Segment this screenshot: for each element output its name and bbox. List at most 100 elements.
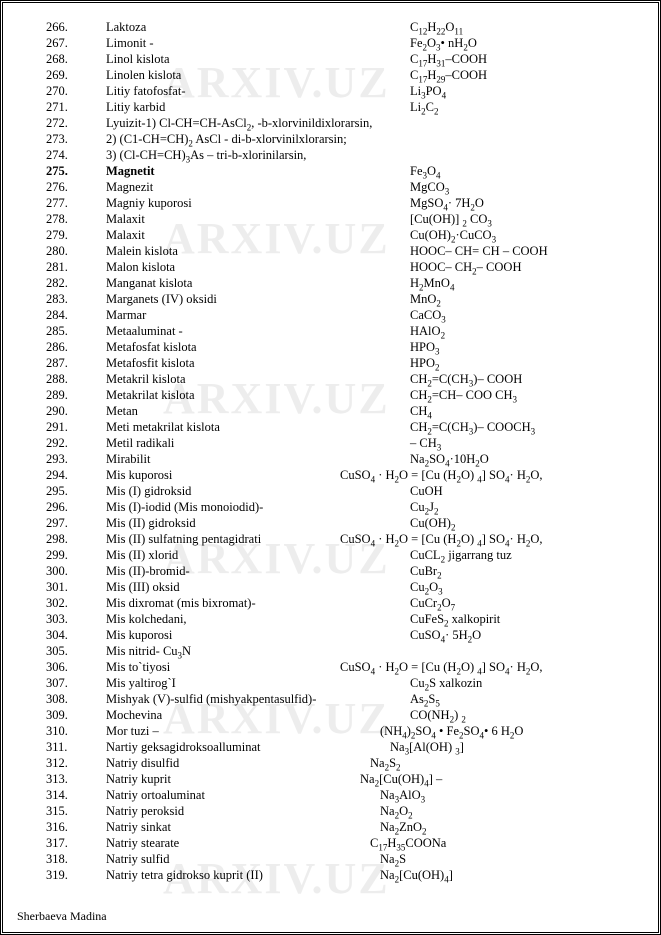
item-formula: Na2[Cu(OH)4] [380,867,640,883]
list-item: 295.Mis (I) gidroksid CuOH [21,483,640,499]
item-name: Natriy sulfid [86,851,410,867]
item-number: 313. [21,771,86,787]
list-item: 280.Malein kislotaHOOC– CH= CH – COOH [21,243,640,259]
item-formula: CH2=CH– COO CH3 [410,387,640,403]
item-number: 275. [21,163,86,179]
list-item: 301.Mis (III) oksid Cu2O3 [21,579,640,595]
item-number: 307. [21,675,86,691]
list-content: 266.LaktozaC12H22O11267.Limonit -Fe2O3• … [21,19,640,883]
item-formula [410,147,640,163]
item-name: Natriy peroksid [86,803,410,819]
list-item: 315.Natriy peroksid Na2O2 [21,803,640,819]
item-number: 316. [21,819,86,835]
item-name: Mis yaltirog`I [86,675,410,691]
item-number: 299. [21,547,86,563]
item-number: 283. [21,291,86,307]
list-item: 314.Natriy ortoaluminat Na3AlO3 [21,787,640,803]
item-formula: Fe2O3• nH2O [410,35,640,51]
item-name: Natriy sinkat [86,819,410,835]
document-page: ARXIV.UZ ARXIV.UZ ARXIV.UZ ARXIV.UZ ARXI… [0,0,661,935]
list-item: 268.Linol kislota C17H31–COOH [21,51,640,67]
item-number: 308. [21,691,86,707]
list-item: 316.Natriy sinkat Na2ZnO2 [21,819,640,835]
item-number: 310. [21,723,86,739]
item-formula: HPO2 [410,355,640,371]
list-item: 309.MochevinaCO(NH2) 2 [21,707,640,723]
item-name: Marmar [86,307,410,323]
item-number: 303. [21,611,86,627]
item-name: Mis nitrid- Cu3N [86,643,410,659]
item-formula: C17H35COONa [370,835,640,851]
item-formula: CuFeS2 xalkopirit [410,611,640,627]
list-item: 312.Natriy disulfidNa2S2 [21,755,640,771]
item-number: 309. [21,707,86,723]
list-item: 297.Mis (II) gidroksid Cu(OH)2 [21,515,640,531]
item-name: Natriy tetra gidrokso kuprit (II) [86,867,410,883]
list-item: 282.Manganat kislota H2MnO4 [21,275,640,291]
item-number: 304. [21,627,86,643]
item-formula: Cu(OH)2·CuCO3 [410,227,640,243]
item-number: 297. [21,515,86,531]
item-number: 298. [21,531,86,547]
item-formula: CH4 [410,403,640,419]
item-name: Mis (II)-bromid- [86,563,410,579]
list-item: 311.Nartiy geksagidroksoalluminat Na3[Al… [21,739,640,755]
item-name: Magniy kuporosi [86,195,410,211]
item-number: 302. [21,595,86,611]
item-number: 272. [21,115,86,131]
item-name: Metakrilat kislota [86,387,410,403]
item-formula: CuCL2 jigarrang tuz [410,547,640,563]
item-number: 279. [21,227,86,243]
item-name: Magnezit [86,179,410,195]
item-formula: CuSO4· 5H2O [410,627,640,643]
item-formula [410,115,640,131]
list-item: 313.Natriy kupritNa2[Cu(OH)4] – [21,771,640,787]
item-name: Linolen kislota [86,67,410,83]
item-number: 300. [21,563,86,579]
item-name: Mis (I) gidroksid [86,483,410,499]
item-name: Litiy karbid [86,99,410,115]
item-number: 267. [21,35,86,51]
item-number: 273. [21,131,86,147]
item-number: 285. [21,323,86,339]
item-formula [410,131,640,147]
item-formula: [Cu(OH)] 2 CO3 [410,211,640,227]
item-name: Mochevina [86,707,410,723]
item-name: Laktoza [86,19,410,35]
item-number: 319. [21,867,86,883]
item-number: 270. [21,83,86,99]
item-name: Metil radikali [86,435,410,451]
item-name: Linol kislota [86,51,410,67]
list-item: 299.Mis (II) xlorid CuCL2 jigarrang tuz [21,547,640,563]
item-number: 276. [21,179,86,195]
list-item: 270.Litiy fatofosfat- Li3PO4 [21,83,640,99]
list-item: 298.Mis (II) sulfatning pentagidratiCuSO… [21,531,640,547]
item-number: 314. [21,787,86,803]
item-number: 268. [21,51,86,67]
item-number: 305. [21,643,86,659]
item-name: Natriy disulfid [86,755,410,771]
list-item: 278.Malaxit [Cu(OH)] 2 CO3 [21,211,640,227]
footer-author: Sherbaeva Madina [17,909,107,924]
item-formula: HOOC– CH2– COOH [410,259,640,275]
item-name: Mis (I)-iodid (Mis monoiodid)- [86,499,410,515]
item-name: Nartiy geksagidroksoalluminat [86,739,410,755]
item-formula: HPO3 [410,339,640,355]
item-name: Metafosfat kislota [86,339,410,355]
list-item: 307.Mis yaltirog`I Cu2S xalkozin [21,675,640,691]
item-name: Natriy ortoaluminat [86,787,410,803]
list-item: 287.Metafosfit kislota HPO2 [21,355,640,371]
item-formula: CuSO4 · H2O = [Cu (H2O) 4] SO4· H2O, [340,467,640,483]
list-item: 284.Marmar CaCO3 [21,307,640,323]
item-formula: CuSO4 · H2O = [Cu (H2O) 4] SO4· H2O, [340,531,640,547]
item-name: Manganat kislota [86,275,410,291]
list-item: 266.LaktozaC12H22O11 [21,19,640,35]
item-name: Mis (II) gidroksid [86,515,410,531]
item-name: 3) (Cl-CH=CH)3As – tri-b-xlorinilarsin, [86,147,410,163]
list-item: 296.Mis (I)-iodid (Mis monoiodid)- Cu2J2 [21,499,640,515]
list-item: 279.Malaxit Cu(OH)2·CuCO3 [21,227,640,243]
list-item: 304.Mis kuporosi CuSO4· 5H2O [21,627,640,643]
item-number: 286. [21,339,86,355]
list-item: 292.Metil radikali – CH3 [21,435,640,451]
item-formula: Na2SO4·10H2O [410,451,640,467]
